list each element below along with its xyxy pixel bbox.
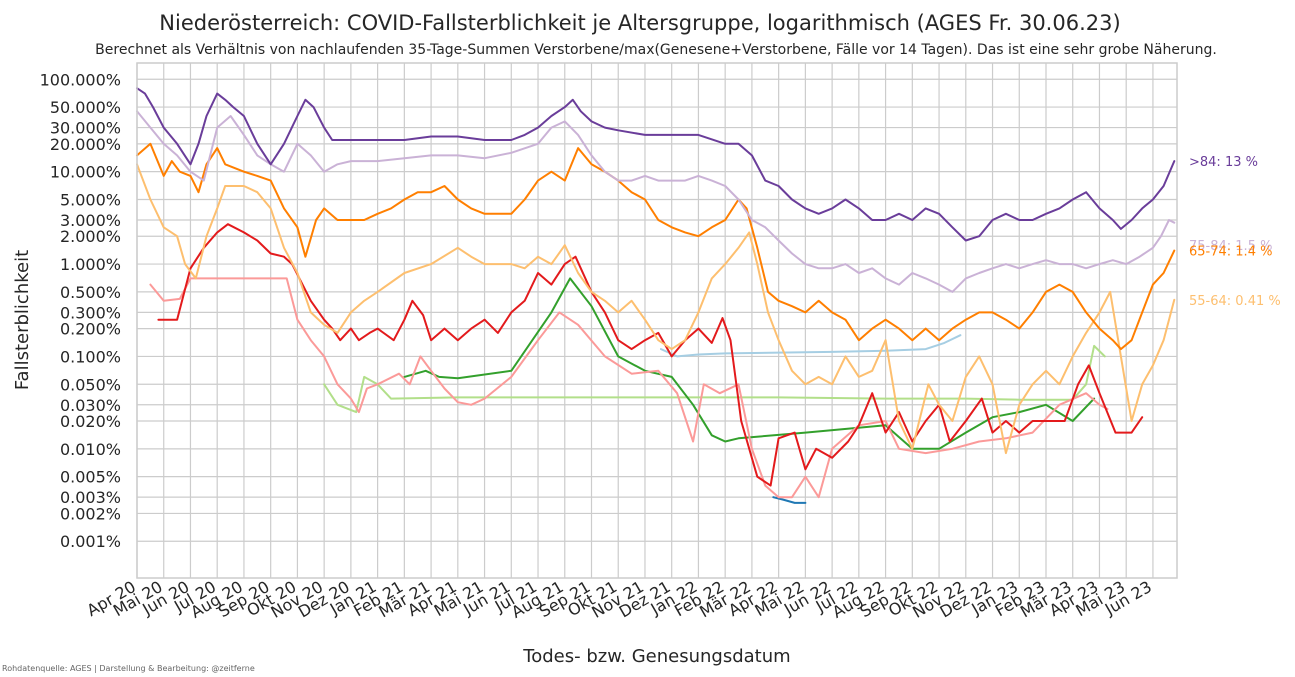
y-tick-label: 0.005%: [60, 468, 121, 487]
y-tick-label: 0.003%: [60, 488, 121, 507]
y-tick-label: 0.020%: [60, 412, 121, 431]
end-label: >84: 13 %: [1189, 155, 1258, 170]
y-tick-label: 0.002%: [60, 504, 121, 523]
series-line-1: [772, 496, 807, 504]
y-tick-label: 50.000%: [50, 98, 121, 117]
y-tick-label: 3.000%: [60, 211, 121, 230]
y-tick-label: 0.050%: [60, 375, 121, 394]
end-label: 65-74: 1.4 %: [1189, 245, 1272, 260]
series-line-8: [136, 110, 1176, 293]
series-layer: [136, 87, 1176, 504]
series-line-3: [403, 277, 1096, 450]
y-tick-label: 20.000%: [50, 135, 121, 154]
y-tick-label: 0.300%: [60, 303, 121, 322]
series-line-6: [136, 163, 1176, 455]
series-line-9: [136, 87, 1176, 242]
chart-title: Niederösterreich: COVID-Fallsterblichkei…: [159, 11, 1120, 35]
end-label: 75-84: 1.5 %: [1189, 239, 1272, 254]
y-tick-label: 0.010%: [60, 440, 121, 459]
series-line-4: [149, 277, 1109, 499]
source-note: Rohdatenquelle: AGES | Darstellung & Bea…: [2, 664, 255, 673]
y-tick-label: 0.100%: [60, 347, 121, 366]
plot-frame: [136, 62, 1178, 579]
y-tick-label: 100.000%: [40, 70, 121, 89]
series-line-7: [136, 142, 1176, 351]
series-line-0: [660, 334, 962, 358]
y-tick-label: 0.200%: [60, 320, 121, 339]
y-tick-labels: 100.000% 50.000% 30.000%20.000% 10.000% 5.00…: [40, 70, 121, 551]
y-tick-label: 2.000%: [60, 227, 121, 246]
series-line-2: [323, 344, 1106, 414]
y-tick-label: 0.030%: [60, 396, 121, 415]
y-tick-label: 0.500%: [60, 283, 121, 302]
end-label: 55-64: 0.41 %: [1189, 294, 1281, 309]
y-axis-label: Fallsterblichkeit: [12, 250, 33, 390]
y-tick-label: 5.000%: [60, 190, 121, 209]
y-tick-label: 0.001%: [60, 532, 121, 551]
series-line-5: [157, 223, 1144, 487]
x-axis-label: Todes- bzw. Genesungsdatum: [522, 646, 790, 667]
y-tick-label: 10.000%: [50, 163, 121, 182]
y-tick-label: 30.000%: [50, 119, 121, 138]
y-tick-label: 1.000%: [60, 255, 121, 274]
end-labels: >84: 13 % 75-84: 1.5 %65-74: 1.4 % 55-64: …: [1189, 155, 1281, 309]
chart-subtitle: Berechnet als Verhältnis von nachlaufend…: [95, 42, 1217, 58]
grid: [136, 63, 1177, 578]
